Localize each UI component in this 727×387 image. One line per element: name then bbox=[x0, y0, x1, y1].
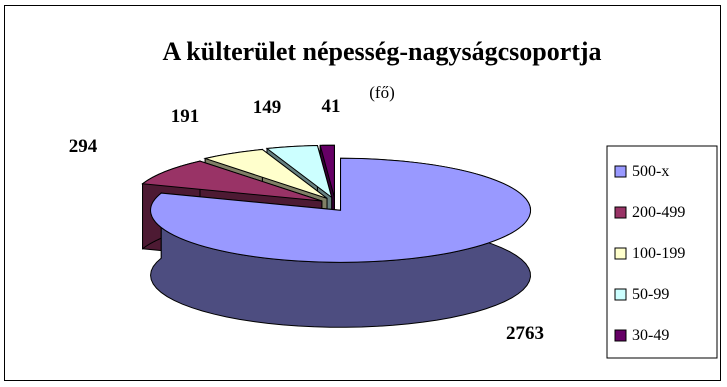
legend-swatch-500-x bbox=[614, 165, 627, 178]
legend: 500-x 200-499 100-199 50-99 30-49 bbox=[606, 145, 718, 359]
slice-top bbox=[265, 145, 333, 199]
data-label-500-x: 2763 bbox=[506, 323, 544, 344]
slice-top bbox=[319, 144, 335, 198]
legend-swatch-50-99 bbox=[614, 288, 627, 301]
legend-label-200-499: 200-499 bbox=[632, 204, 685, 221]
chart-frame: A külterület népesség-nagyságcsoportja (… bbox=[4, 5, 721, 381]
chart-title: A külterület népesség-nagyságcsoportja bbox=[162, 37, 601, 66]
pie-group bbox=[141, 144, 532, 328]
legend-swatch-200-499 bbox=[614, 206, 627, 219]
data-label-200-499: 294 bbox=[69, 136, 98, 157]
legend-swatch-30-49 bbox=[614, 329, 627, 342]
slice-top bbox=[150, 157, 532, 263]
pie-slice-500-x bbox=[150, 157, 532, 328]
legend-label-100-199: 100-199 bbox=[632, 245, 685, 262]
legend-label-30-49: 30-49 bbox=[632, 327, 669, 344]
legend-swatch-100-199 bbox=[614, 247, 627, 260]
data-label-100-199: 191 bbox=[171, 106, 200, 127]
legend-label-500-x: 500-x bbox=[632, 163, 669, 180]
data-labels: 2763 294 191 149 41 bbox=[69, 96, 544, 344]
legend-label-50-99: 50-99 bbox=[632, 286, 669, 303]
data-label-50-99: 149 bbox=[253, 97, 282, 118]
chart-subtitle: (fő) bbox=[369, 83, 394, 102]
slice-top bbox=[141, 160, 323, 202]
slice-top bbox=[203, 148, 328, 199]
chart-svg: A külterület népesség-nagyságcsoportja (… bbox=[69, 37, 718, 359]
data-label-30-49: 41 bbox=[322, 96, 341, 117]
